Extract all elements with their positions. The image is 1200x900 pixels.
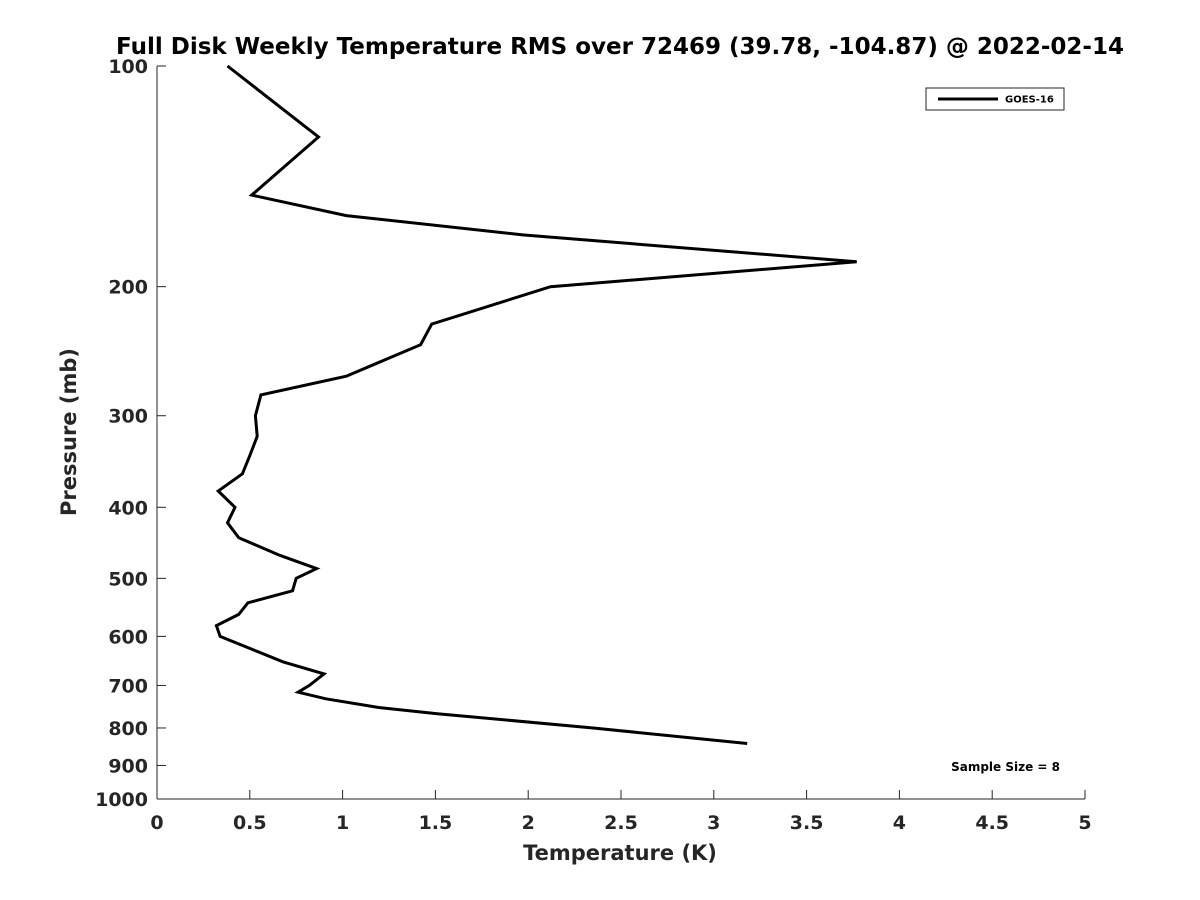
x-tick-label: 3 [707, 812, 720, 834]
x-tick-label: 4 [893, 812, 906, 834]
y-tick-label: 900 [108, 755, 148, 777]
y-tick-label: 300 [108, 406, 148, 428]
x-tick-label: 4.5 [975, 812, 1009, 834]
sample-size-annotation: Sample Size = 8 [951, 760, 1060, 774]
series-line [214, 64, 857, 745]
y-tick-label: 700 [108, 675, 148, 697]
x-axis-label: Temperature (K) [523, 841, 717, 865]
x-axis-ticks: 0 0.5 1 1.5 2 2.5 3 3.5 4 4.5 5 [150, 790, 1092, 834]
x-tick-label: 5 [1078, 812, 1091, 834]
legend-label: GOES-16 [1005, 95, 1054, 106]
x-tick-label: 3.5 [790, 812, 824, 834]
axes [156, 66, 1085, 800]
legend: GOES-16 [925, 87, 1065, 111]
y-axis-ticks: 100 200 300 400 500 600 700 800 900 1000 [95, 56, 166, 811]
y-tick-label: 800 [108, 718, 148, 740]
y-tick-label: 100 [108, 56, 148, 78]
y-axis-label: Pressure (mb) [57, 348, 81, 516]
x-tick-label: 0 [150, 812, 163, 834]
y-tick-label: 500 [108, 568, 148, 590]
series-layer [214, 64, 857, 745]
x-tick-label: 0.5 [233, 812, 267, 834]
y-tick-label: 1000 [95, 789, 148, 811]
x-tick-label: 2 [522, 812, 535, 834]
y-tick-label: 600 [108, 626, 148, 648]
x-tick-label: 2.5 [604, 812, 638, 834]
chart-title: Full Disk Weekly Temperature RMS over 72… [116, 34, 1124, 60]
x-tick-label: 1 [336, 812, 349, 834]
x-tick-label: 1.5 [419, 812, 453, 834]
y-tick-label: 200 [108, 277, 148, 299]
y-tick-label: 400 [108, 497, 148, 519]
